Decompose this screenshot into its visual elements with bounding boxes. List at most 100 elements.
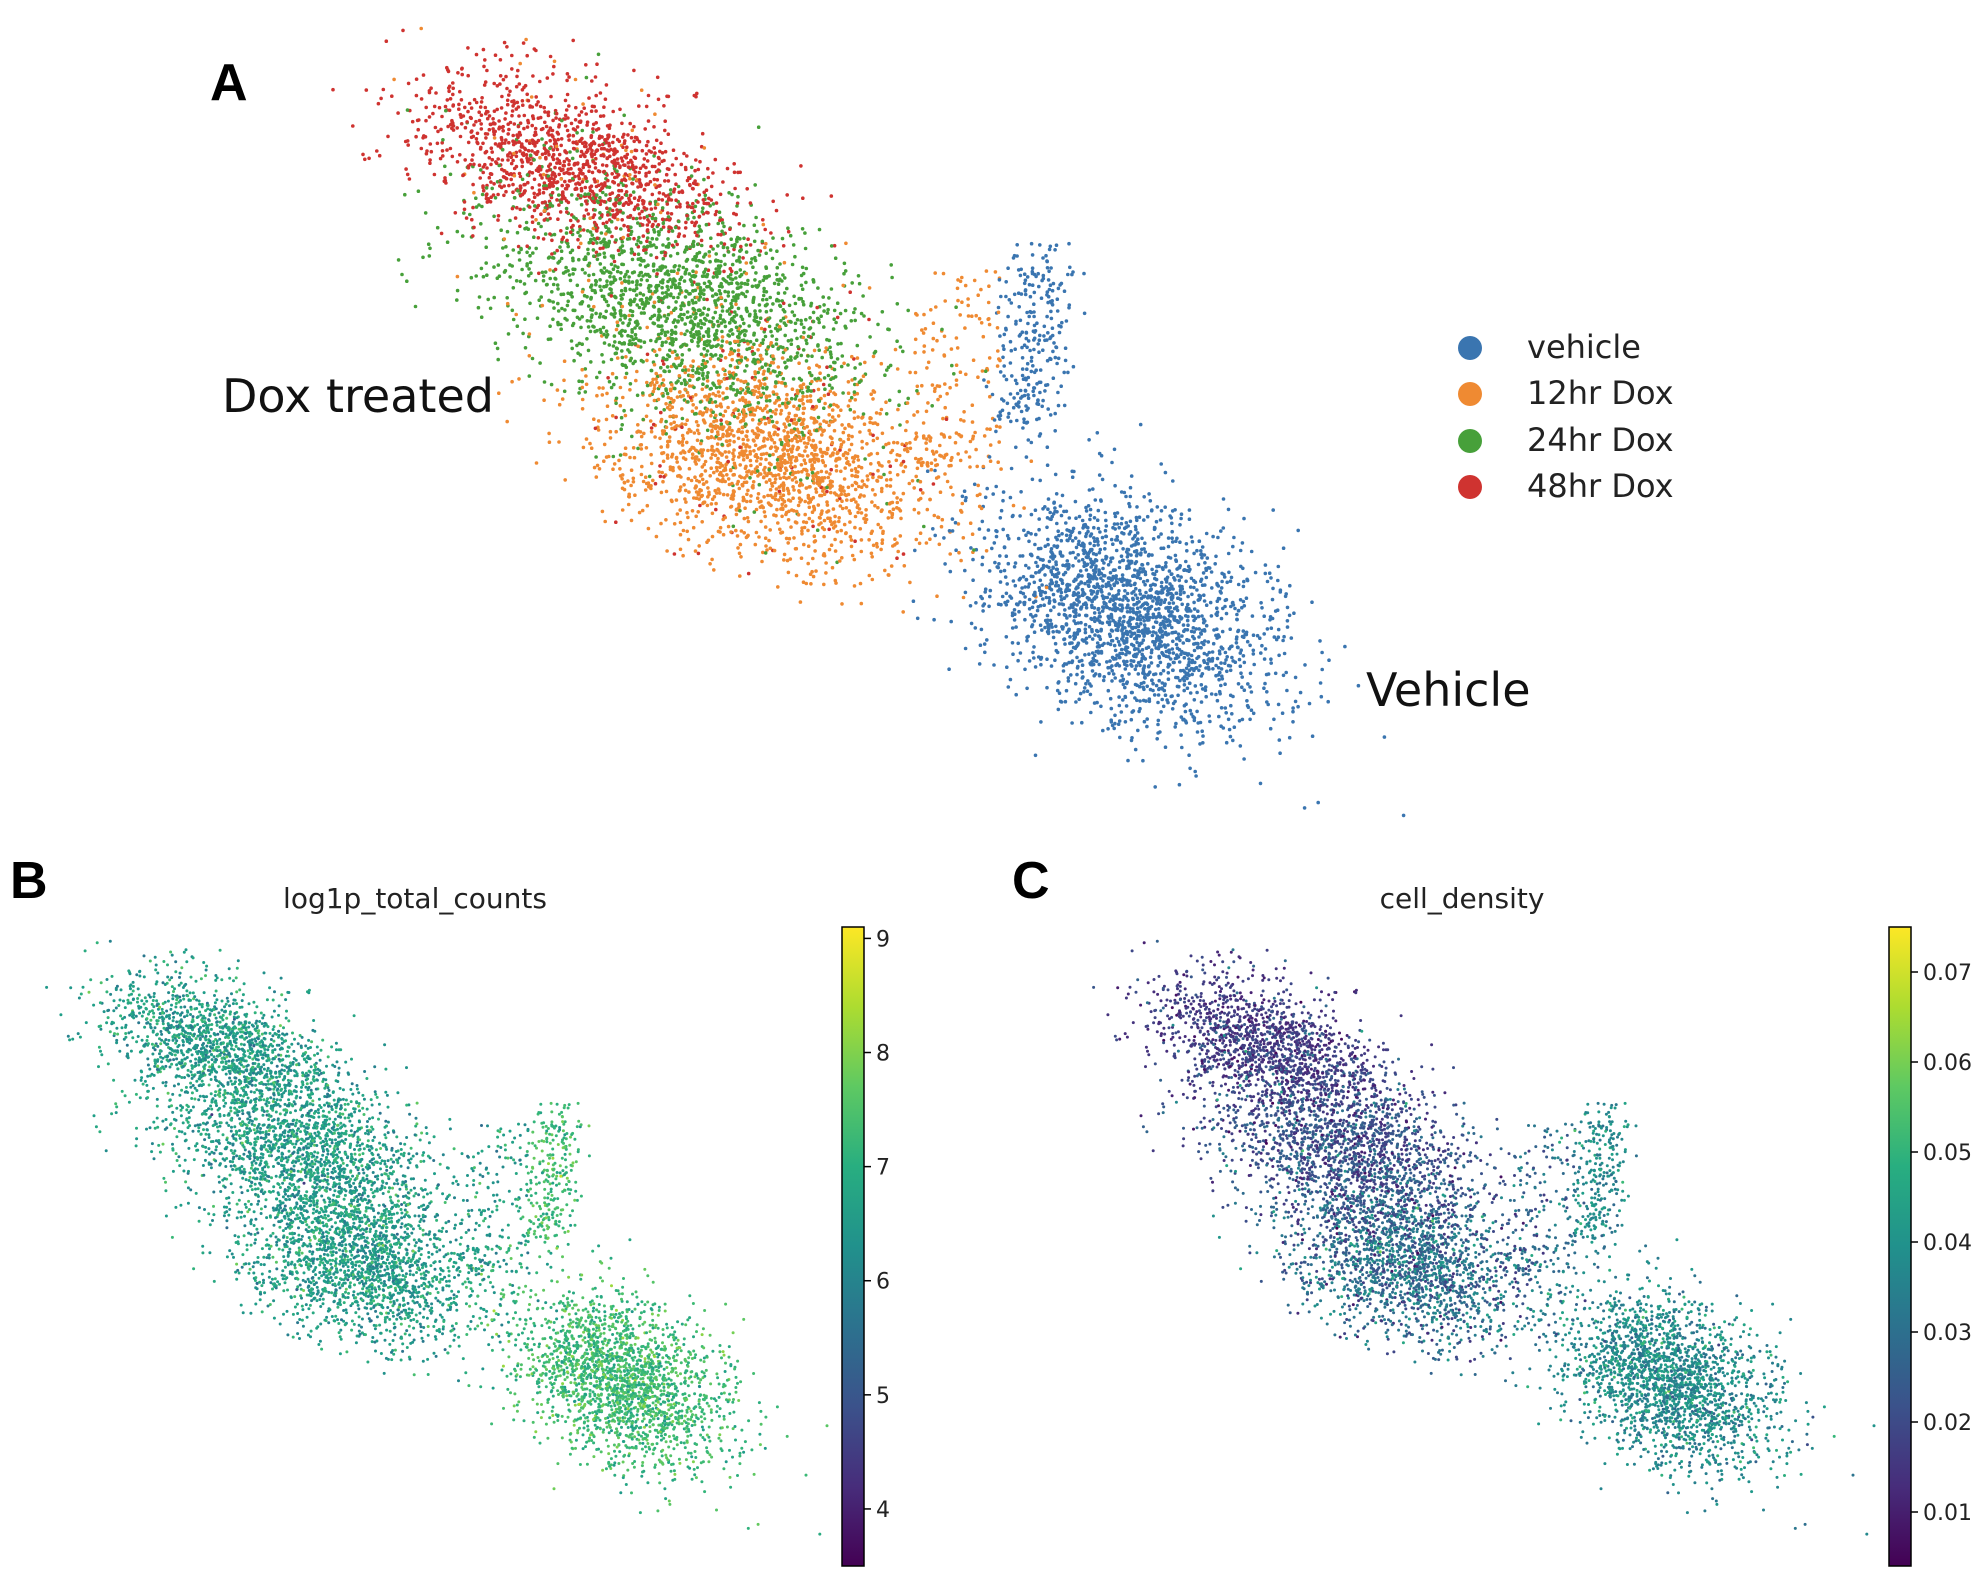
scatter-point <box>1045 358 1050 363</box>
scatter-point <box>938 490 943 495</box>
scatter-point <box>471 205 475 210</box>
scatter-point <box>665 391 670 396</box>
scatter-point <box>961 536 966 540</box>
scatter-point <box>1084 505 1088 510</box>
scatter-point <box>1119 647 1124 652</box>
scatter-point <box>1064 688 1069 693</box>
scatter-point <box>1205 556 1210 560</box>
scatter-point <box>971 557 975 562</box>
scatter-point <box>451 81 455 85</box>
scatter-point <box>565 226 569 230</box>
scatter-point <box>792 404 796 409</box>
scatter-point <box>644 299 649 304</box>
scatter-point <box>1064 319 1069 323</box>
scatter-point <box>664 419 668 424</box>
scatter-point <box>611 179 615 184</box>
scatter-point <box>505 86 509 91</box>
scatter-point <box>1049 664 1054 668</box>
scatter-point <box>1088 541 1092 546</box>
scatter-point <box>1382 735 1387 739</box>
scatter-point <box>445 148 449 152</box>
scatter-point <box>764 352 769 356</box>
scatter-point <box>721 180 725 184</box>
scatter-point <box>1260 643 1264 648</box>
scatter-point <box>632 207 637 212</box>
scatter-point <box>550 190 555 195</box>
scatter-point <box>982 602 987 606</box>
scatter-point <box>729 530 733 534</box>
scatter-point <box>689 338 694 343</box>
scatter-point <box>1001 490 1006 494</box>
scatter-point <box>657 307 661 312</box>
scatter-point <box>492 214 496 219</box>
scatter-point <box>822 303 826 307</box>
scatter-point <box>644 174 648 178</box>
scatter-point <box>687 466 692 471</box>
scatter-point <box>761 297 765 302</box>
scatter-point <box>936 475 941 479</box>
scatter-point <box>532 139 536 144</box>
scatter-point <box>604 163 609 168</box>
scatter-point <box>829 244 834 248</box>
scatter-point <box>1215 606 1219 610</box>
scatter-point <box>668 188 673 192</box>
scatter-point <box>782 422 786 426</box>
scatter-point <box>641 391 645 395</box>
scatter-point <box>662 104 666 108</box>
scatter-point <box>1049 266 1053 270</box>
scatter-point <box>534 48 538 53</box>
scatter-point <box>710 429 714 434</box>
scatter-point <box>988 443 993 447</box>
scatter-point <box>677 489 682 493</box>
scatter-point <box>825 365 829 370</box>
scatter-point <box>1025 635 1029 639</box>
scatter-point <box>1171 639 1175 644</box>
scatter-point <box>1018 318 1023 323</box>
scatter-point <box>756 447 761 451</box>
scatter-point <box>1076 591 1081 595</box>
scatter-point <box>1253 570 1258 575</box>
scatter-point <box>1039 662 1043 667</box>
scatter-point <box>706 436 711 440</box>
scatter-point <box>722 242 727 246</box>
scatter-point <box>967 455 972 459</box>
scatter-point <box>541 278 546 283</box>
scatter-point <box>705 349 710 353</box>
scatter-point <box>1026 321 1030 326</box>
scatter-point <box>1180 634 1184 638</box>
scatter-point <box>1288 583 1292 588</box>
scatter-point <box>978 643 983 647</box>
scatter-point <box>827 547 832 552</box>
scatter-point <box>800 390 805 395</box>
scatter-point <box>1026 382 1031 387</box>
scatter-point <box>1026 438 1031 442</box>
scatter-point <box>988 394 992 399</box>
scatter-point <box>547 440 552 445</box>
scatter-point <box>573 308 577 313</box>
scatter-point <box>648 179 653 184</box>
scatter-point <box>587 273 591 278</box>
scatter-point <box>642 157 647 161</box>
scatter-point <box>792 294 796 299</box>
scatter-point <box>677 219 681 224</box>
scatter-point <box>720 344 724 348</box>
scatter-point <box>1150 648 1154 652</box>
scatter-point <box>971 578 975 582</box>
scatter-point <box>666 211 670 215</box>
scatter-point <box>563 124 568 128</box>
scatter-point <box>440 114 444 119</box>
scatter-point <box>621 395 625 400</box>
scatter-point <box>1090 669 1095 673</box>
scatter-point <box>721 492 726 497</box>
scatter-point <box>843 426 847 431</box>
scatter-point <box>806 528 810 533</box>
scatter-point <box>656 197 661 202</box>
scatter-point <box>598 284 602 289</box>
scatter-point <box>797 418 801 423</box>
scatter-point <box>725 434 729 438</box>
scatter-point <box>652 146 656 150</box>
scatter-point <box>835 357 840 361</box>
scatter-point <box>501 246 505 250</box>
scatter-point <box>555 198 559 202</box>
scatter-point <box>1133 696 1137 700</box>
